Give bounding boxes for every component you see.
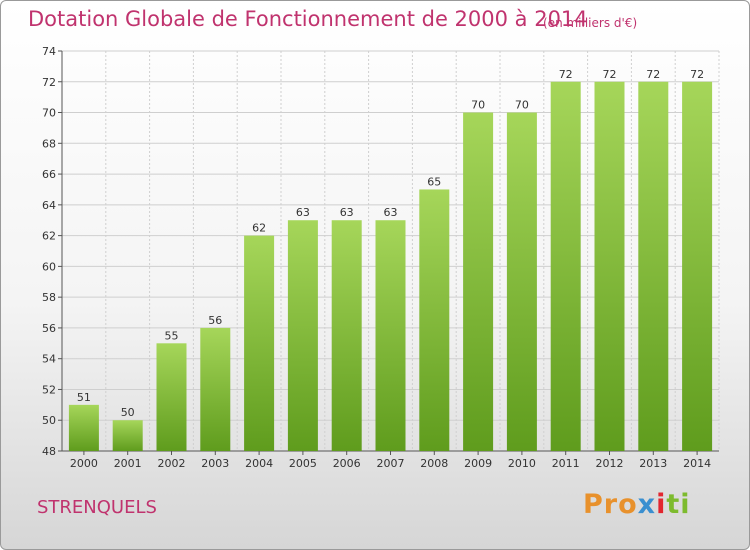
y-tick-label: 58 — [42, 291, 56, 304]
data-label-2000: 51 — [77, 391, 91, 404]
y-tick-label: 48 — [42, 445, 56, 458]
data-label-2011: 72 — [559, 68, 573, 81]
data-label-2010: 70 — [515, 99, 529, 112]
x-tick-label-2008: 2008 — [420, 457, 448, 470]
bar-2001 — [112, 420, 143, 451]
chart-title: Dotation Globale de Fonctionnement de 20… — [28, 7, 588, 31]
data-label-2003: 56 — [208, 314, 222, 327]
y-tick-label: 70 — [42, 107, 56, 120]
x-tick-label-2004: 2004 — [245, 457, 273, 470]
x-tick-label-2002: 2002 — [158, 457, 186, 470]
data-label-2008: 65 — [427, 175, 441, 188]
data-label-2007: 63 — [384, 206, 398, 219]
data-label-2013: 72 — [646, 68, 660, 81]
y-tick-label: 50 — [42, 414, 56, 427]
bars — [68, 81, 713, 452]
x-tick-label-2003: 2003 — [201, 457, 229, 470]
x-tick-label-2001: 2001 — [114, 457, 142, 470]
y-tick-label: 74 — [42, 45, 56, 58]
bar-2007 — [375, 220, 406, 451]
bar-2004 — [244, 235, 275, 451]
data-label-2005: 63 — [296, 206, 310, 219]
data-label-2004: 62 — [252, 222, 266, 235]
x-tick-label-2012: 2012 — [596, 457, 624, 470]
logo-part-2: x — [637, 489, 657, 520]
y-tick-label: 54 — [42, 353, 56, 366]
bar-2002 — [156, 343, 187, 451]
x-tick-label-2014: 2014 — [683, 457, 711, 470]
bar-2005 — [287, 220, 318, 451]
y-tick-labels: 48 50 52 54 56 58 60 62 64 66 68 70 72 74 — [42, 45, 56, 458]
y-tick-label: 66 — [42, 168, 56, 181]
logo-part-1: Pro — [583, 489, 638, 520]
y-tick-label: 56 — [42, 322, 56, 335]
x-tick-label-2007: 2007 — [377, 457, 405, 470]
x-tick-label-2010: 2010 — [508, 457, 536, 470]
y-tick-label: 62 — [42, 230, 56, 243]
x-tick-label-2000: 2000 — [70, 457, 98, 470]
data-label-2009: 70 — [471, 99, 485, 112]
proxiti-logo[interactable]: Proxiti — [583, 489, 691, 520]
bar-2006 — [331, 220, 362, 451]
bar-2003 — [200, 327, 231, 451]
bar-2008 — [419, 189, 450, 451]
bar-2012 — [594, 81, 625, 452]
bar-2014 — [682, 81, 713, 452]
y-tick-label: 60 — [42, 260, 56, 273]
y-tick-label: 52 — [42, 383, 56, 396]
data-labels: 51 50 55 56 62 63 63 63 65 70 70 72 72 72 72 — [77, 68, 704, 419]
data-label-2001: 50 — [121, 406, 135, 419]
bar-2010 — [506, 112, 537, 452]
x-tick-label-2006: 2006 — [333, 457, 361, 470]
x-tick-label-2005: 2005 — [289, 457, 317, 470]
data-label-2006: 63 — [340, 206, 354, 219]
chart-subtitle: (en milliers d'€) — [543, 16, 638, 30]
data-label-2014: 72 — [690, 68, 704, 81]
bar-2011 — [550, 81, 581, 452]
bar-2000 — [68, 404, 99, 451]
logo-part-4: ti — [666, 489, 691, 520]
x-tick-labels: 2000 2001 2002 2003 2004 2005 2006 2007 2008 2009… — [70, 457, 711, 470]
bar-2009 — [463, 112, 494, 452]
y-tick-label: 72 — [42, 76, 56, 89]
data-label-2002: 55 — [165, 329, 179, 342]
y-tick-label: 64 — [42, 199, 56, 212]
bar-2013 — [638, 81, 669, 452]
x-tick-label-2013: 2013 — [639, 457, 667, 470]
logo-part-3: i — [656, 489, 667, 520]
data-label-2012: 72 — [603, 68, 617, 81]
y-tick-label: 68 — [42, 137, 56, 150]
x-tick-label-2009: 2009 — [464, 457, 492, 470]
x-tick-label-2011: 2011 — [552, 457, 580, 470]
commune-name: STRENQUELS — [37, 497, 157, 518]
